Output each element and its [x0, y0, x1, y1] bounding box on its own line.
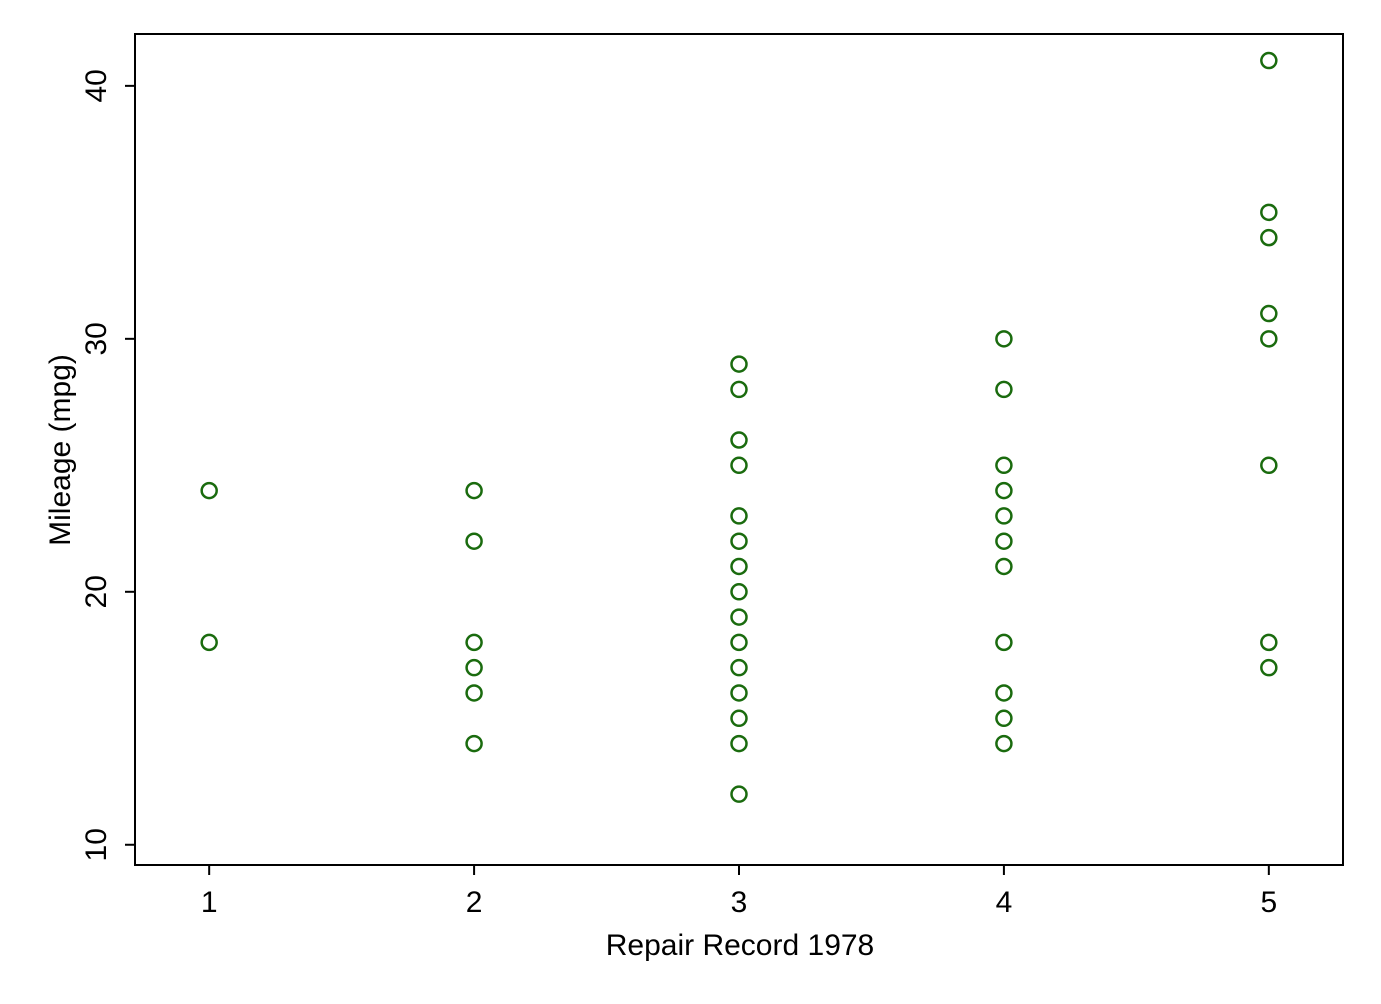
data-point: [465, 532, 483, 550]
data-point: [1260, 228, 1278, 247]
y-tick-label: 10: [80, 828, 113, 861]
data-point: [730, 633, 748, 652]
data-point: [200, 633, 218, 652]
data-point: [1260, 456, 1278, 475]
data-point: [465, 633, 483, 652]
data-point: [1260, 203, 1278, 222]
data-point: [730, 608, 748, 626]
data-point: [995, 481, 1013, 500]
data-point: [730, 583, 748, 601]
data-point: [995, 633, 1013, 652]
data-point: [730, 507, 748, 525]
data-point: [995, 532, 1013, 550]
data-point: [1260, 658, 1278, 677]
data-point: [995, 684, 1013, 702]
data-point: [465, 658, 483, 677]
data-point: [995, 557, 1013, 576]
data-point: [730, 532, 748, 550]
x-tick-label: 5: [1260, 886, 1277, 919]
data-point: [465, 481, 483, 500]
data-point: [730, 785, 748, 803]
y-tick-label: 20: [80, 575, 113, 608]
x-axis: 1 2 3 4 5: [201, 865, 1277, 919]
x-tick-label: 4: [996, 886, 1013, 919]
data-point: [730, 684, 748, 702]
data-point: [1260, 330, 1278, 348]
data-point: [730, 709, 748, 728]
data-point: [995, 330, 1013, 348]
data-point: [1260, 51, 1278, 70]
data-point: [730, 557, 748, 576]
data-point: [995, 380, 1013, 399]
data-point: [730, 380, 748, 399]
x-axis-title: Repair Record 1978: [606, 929, 875, 962]
data-point: [995, 734, 1013, 753]
x-tick-label: 1: [201, 886, 218, 919]
data-point: [730, 734, 748, 753]
data-point: [995, 709, 1013, 728]
y-axis-title: Mileage (mpg): [44, 354, 77, 546]
x-tick-label: 2: [466, 886, 483, 919]
data-point: [995, 507, 1013, 525]
data-point: [465, 684, 483, 702]
data-point: [1260, 304, 1278, 323]
data-point: [465, 734, 483, 753]
data-point: [1260, 633, 1278, 652]
x-tick-label: 3: [731, 886, 748, 919]
data-point: [730, 355, 748, 373]
y-axis: 10 20 30 40: [80, 69, 135, 861]
y-tick-label: 40: [80, 69, 113, 102]
data-point: [730, 431, 748, 449]
y-tick-label: 30: [80, 322, 113, 355]
data-point: [730, 658, 748, 677]
data-points: [200, 51, 1278, 803]
data-point: [995, 456, 1013, 475]
data-point: [200, 481, 218, 500]
data-point: [730, 456, 748, 475]
